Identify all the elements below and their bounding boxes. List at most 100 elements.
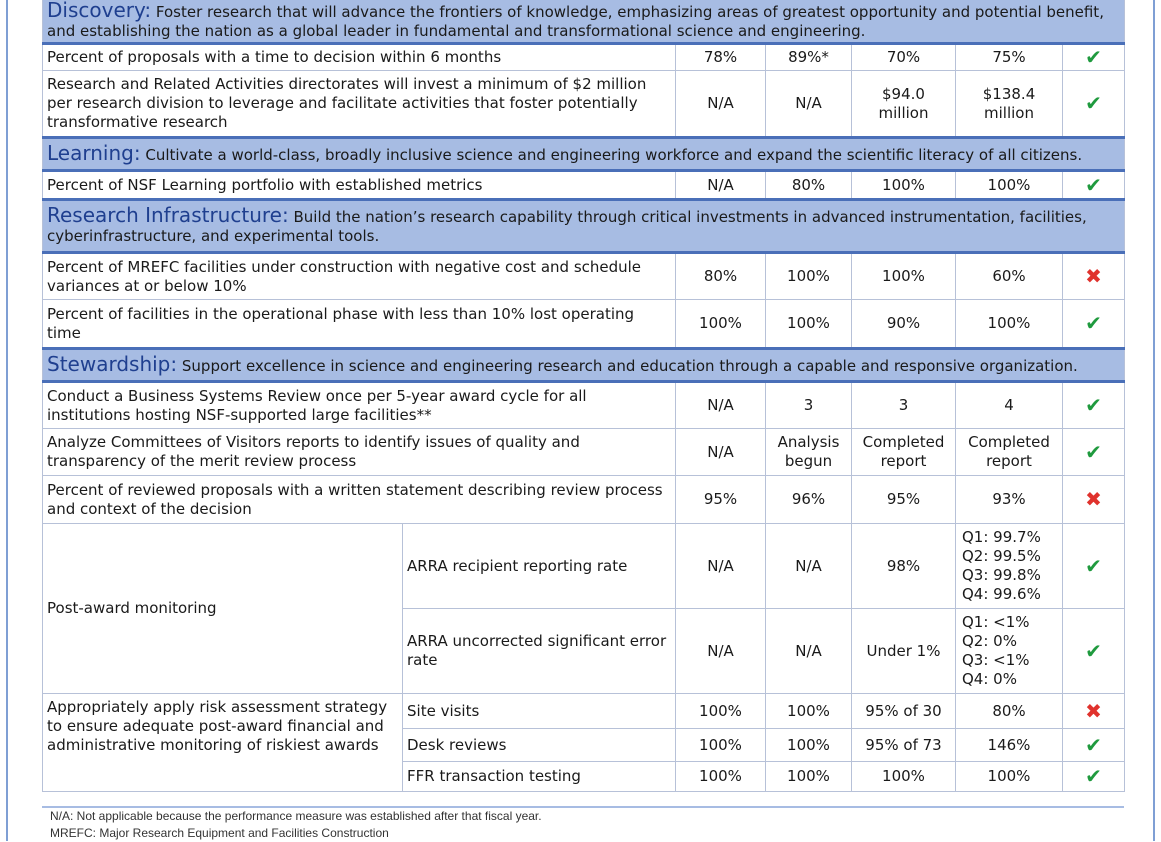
value-cell: 96% xyxy=(765,475,852,524)
value-cell: 75% xyxy=(955,43,1063,71)
sub-measure-cell: ARRA recipient reporting rate xyxy=(402,523,676,609)
value-cell: 100% xyxy=(675,693,766,729)
table-row: Percent of facilities in the operational… xyxy=(42,299,1126,349)
value-cell: 100% xyxy=(851,170,956,200)
check-icon: ✔ xyxy=(1061,761,1126,792)
check-icon: ✔ xyxy=(1061,608,1126,694)
value-cell: 100% xyxy=(851,761,956,792)
value-cell: 89%* xyxy=(765,43,852,71)
value-cell: Under 1% xyxy=(851,608,956,694)
performance-table: Discovery: Foster research that will adv… xyxy=(41,0,1126,792)
measure-cell: Analyze Committees of Visitors reports t… xyxy=(42,428,676,476)
value-cell: 3 xyxy=(765,381,852,429)
post-award-monitoring-cell: Post-award monitoring xyxy=(42,523,403,694)
value-cell: N/A xyxy=(675,523,766,609)
measure-cell: Percent of facilities in the operational… xyxy=(42,299,676,349)
value-cell: 80% xyxy=(675,252,766,300)
value-cell: 60% xyxy=(955,252,1063,300)
value-cell: 100% xyxy=(675,728,766,762)
table-row: Percent of proposals with a time to deci… xyxy=(42,43,1126,71)
value-cell: 100% xyxy=(765,693,852,729)
table-row: Conduct a Business Systems Review once p… xyxy=(42,381,1126,429)
value-cell: $94.0 million xyxy=(851,70,956,138)
value-cell: N/A xyxy=(675,381,766,429)
quarterly-values: Q1: <1% Q2: 0% Q3: <1% Q4: 0% xyxy=(955,608,1063,694)
band-title: Learning: xyxy=(47,140,141,165)
value-cell: 100% xyxy=(851,252,956,300)
value-cell: 95% xyxy=(675,475,766,524)
value-cell: 80% xyxy=(955,693,1063,729)
value-cell: Completed report xyxy=(955,428,1063,476)
band-text: Support excellence in science and engine… xyxy=(181,356,1078,375)
value-cell: N/A xyxy=(675,428,766,476)
table-row: Percent of NSF Learning portfolio with e… xyxy=(42,170,1126,200)
measure-cell: Percent of MREFC facilities under constr… xyxy=(42,252,676,300)
value-cell: 100% xyxy=(765,299,852,349)
measure-cell: Conduct a Business Systems Review once p… xyxy=(42,381,676,429)
value-cell: 100% xyxy=(675,299,766,349)
table-row: Percent of MREFC facilities under constr… xyxy=(42,252,1126,300)
table-row: Post-award monitoring ARRA recipient rep… xyxy=(42,523,1126,694)
measure-cell: Percent of NSF Learning portfolio with e… xyxy=(42,170,676,200)
value-cell: Completed report xyxy=(851,428,956,476)
value-cell: 100% xyxy=(765,252,852,300)
check-icon: ✔ xyxy=(1061,381,1126,429)
table-row: Desk reviews 100% 100% 95% of 73 146% ✔ xyxy=(43,728,1126,762)
value-cell: N/A xyxy=(675,170,766,200)
band-text: Cultivate a world-class, broadly inclusi… xyxy=(145,145,1083,164)
check-icon: ✔ xyxy=(1061,43,1126,71)
check-icon: ✔ xyxy=(1061,70,1126,138)
check-icon: ✔ xyxy=(1061,170,1126,200)
value-cell: N/A xyxy=(765,523,852,609)
footnote-mrefc: MREFC: Major Research Equipment and Faci… xyxy=(50,826,389,840)
check-icon: ✔ xyxy=(1061,728,1126,762)
band-discovery: Discovery: Foster research that will adv… xyxy=(41,0,1126,45)
cross-icon: ✖ xyxy=(1061,252,1126,300)
band-stewardship: Stewardship: Support excellence in scien… xyxy=(41,347,1126,383)
table-row: Research and Related Activities director… xyxy=(42,70,1126,138)
value-cell: 100% xyxy=(765,761,852,792)
value-cell: 90% xyxy=(851,299,956,349)
value-cell: $138.4 million xyxy=(955,70,1063,138)
sub-measure-cell: Site visits xyxy=(402,693,676,729)
value-cell: N/A xyxy=(765,70,852,138)
band-title: Stewardship: xyxy=(47,351,178,376)
check-icon: ✔ xyxy=(1061,523,1126,609)
measure-cell: Research and Related Activities director… xyxy=(42,70,676,138)
value-cell: N/A xyxy=(675,70,766,138)
footnotes: N/A: Not applicable because the performa… xyxy=(42,806,1124,842)
sub-measure-cell: FFR transaction testing xyxy=(402,761,676,792)
band-text: Build the nation’s research capability t… xyxy=(47,208,1087,245)
band-research-infrastructure: Research Infrastructure: Build the natio… xyxy=(41,198,1126,254)
value-cell: 95% xyxy=(851,475,956,524)
sub-measure-cell: Desk reviews xyxy=(402,728,676,762)
value-cell: 95% of 30 xyxy=(851,693,956,729)
table-row: Appropriately apply risk assessment stra… xyxy=(42,693,1126,792)
value-cell: 98% xyxy=(851,523,956,609)
measure-cell: Percent of reviewed proposals with a wri… xyxy=(42,475,676,524)
table-row: Analyze Committees of Visitors reports t… xyxy=(42,428,1126,476)
value-cell: 95% of 73 xyxy=(851,728,956,762)
value-cell: 80% xyxy=(765,170,852,200)
value-cell: 78% xyxy=(675,43,766,71)
value-cell: Analysis begun xyxy=(765,428,852,476)
page-frame xyxy=(6,0,1155,841)
measure-cell: Percent of proposals with a time to deci… xyxy=(42,43,676,71)
band-text: Foster research that will advance the fr… xyxy=(47,3,1104,40)
value-cell: 4 xyxy=(955,381,1063,429)
band-title: Discovery: xyxy=(47,0,152,22)
table-row: FFR transaction testing 100% 100% 100% 1… xyxy=(43,761,1126,792)
footnote-na: N/A: Not applicable because the performa… xyxy=(50,809,542,823)
value-cell: 146% xyxy=(955,728,1063,762)
value-cell: 100% xyxy=(955,761,1063,792)
value-cell: N/A xyxy=(765,608,852,694)
risk-assessment-cell: Appropriately apply risk assessment stra… xyxy=(42,693,403,792)
performance-table-sheet: Discovery: Foster research that will adv… xyxy=(41,0,1126,792)
sub-measure-cell: ARRA uncorrected significant error rate xyxy=(402,608,676,694)
cross-icon: ✖ xyxy=(1061,475,1126,524)
table-row: Percent of reviewed proposals with a wri… xyxy=(42,475,1126,524)
value-cell: 100% xyxy=(955,170,1063,200)
band-learning: Learning: Cultivate a world-class, broad… xyxy=(41,136,1126,172)
value-cell: N/A xyxy=(675,608,766,694)
value-cell: 3 xyxy=(851,381,956,429)
